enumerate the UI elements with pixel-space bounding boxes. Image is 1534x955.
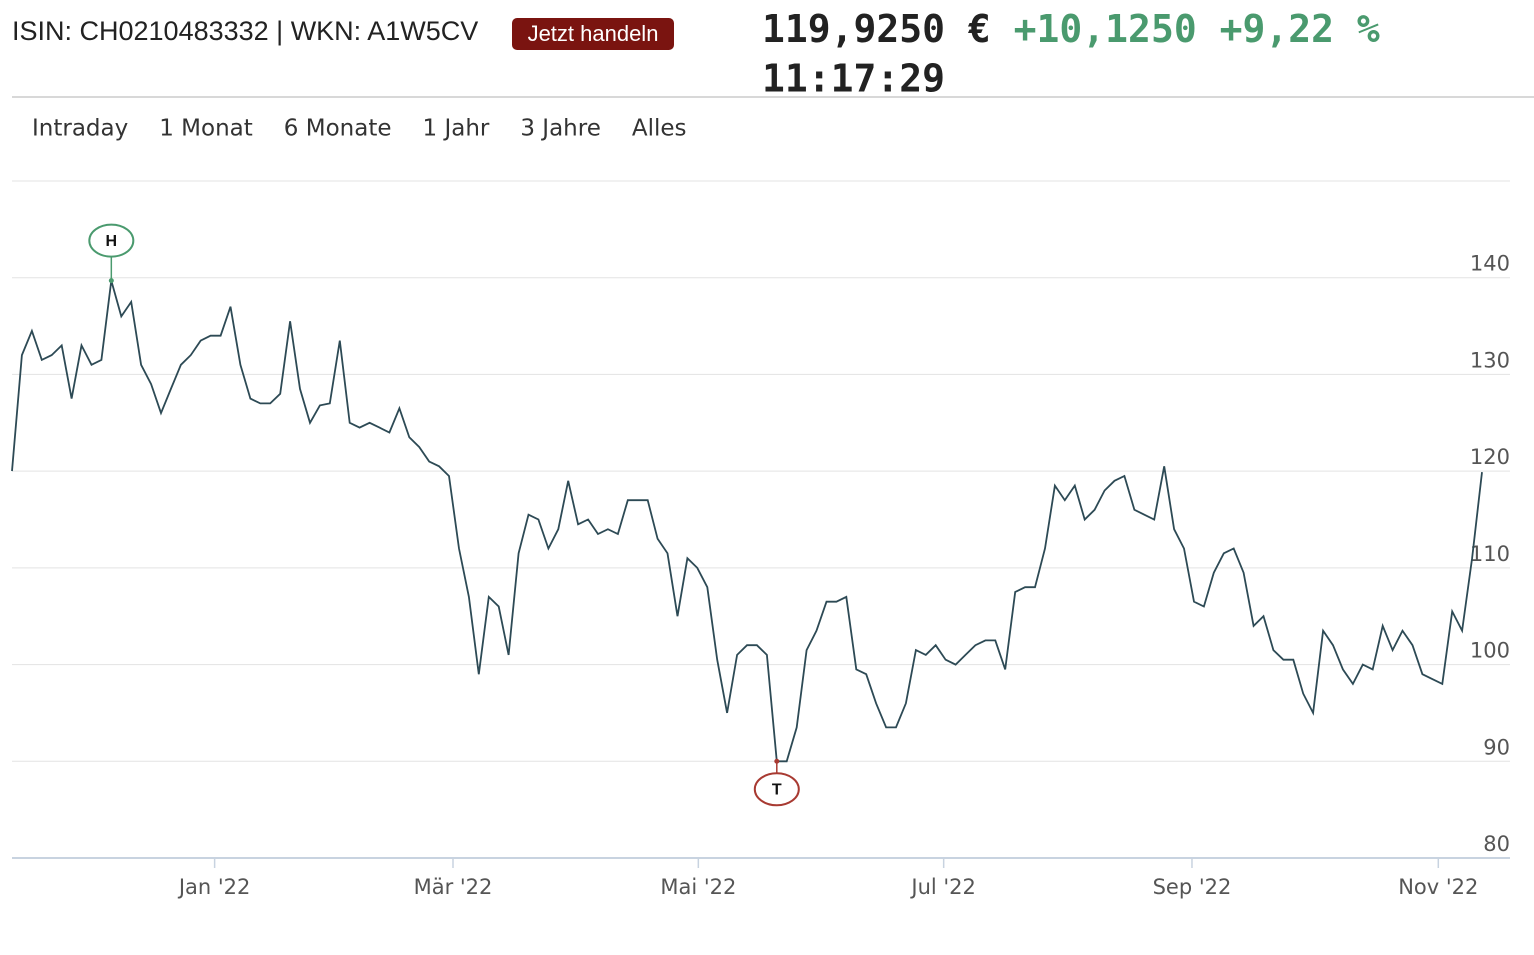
x-tick-label: Nov '22	[1398, 875, 1478, 899]
change-percent: +9,22 %	[1220, 7, 1380, 51]
x-tick-label: Sep '22	[1153, 875, 1232, 899]
marker-dot	[108, 278, 114, 284]
range-button[interactable]: Intraday	[32, 116, 128, 142]
x-tick-label: Jan '22	[177, 875, 251, 899]
range-button[interactable]: Alles	[632, 116, 687, 142]
marker-bubble	[88, 223, 135, 258]
y-tick-label: 140	[1470, 252, 1510, 276]
marker-label: T	[772, 782, 782, 799]
range-button[interactable]: 6 Monate	[284, 116, 392, 142]
time: 11:17:29	[762, 57, 945, 101]
x-tick-label: Mär '22	[414, 875, 493, 899]
x-tick-label: Mai '22	[660, 875, 736, 899]
change: +10,1250	[1014, 7, 1197, 51]
y-tick-label: 100	[1470, 639, 1510, 663]
range-button[interactable]: 1 Monat	[159, 116, 253, 142]
y-tick-label: 90	[1483, 735, 1510, 759]
marker-dot	[774, 758, 780, 764]
marker-label: H	[106, 233, 118, 250]
range-button[interactable]: 3 Jahre	[520, 116, 601, 142]
price: 119,9250 €	[762, 7, 991, 51]
price-line: 119,9250 € +10,1250 +9,22 %	[762, 7, 1380, 51]
trade-button-label[interactable]: Jetzt handeln	[528, 21, 659, 46]
y-tick-label: 80	[1483, 832, 1510, 856]
y-tick-label: 130	[1470, 348, 1510, 372]
marker-bubble	[753, 772, 800, 807]
identifiers: ISIN: CH0210483332 | WKN: A1W5CV	[12, 16, 478, 46]
range-button[interactable]: 1 Jahr	[423, 116, 490, 142]
price-line	[11, 280, 1483, 763]
y-tick-label: 110	[1470, 542, 1510, 566]
y-tick-label: 120	[1470, 445, 1510, 469]
trade-button[interactable]	[512, 18, 674, 50]
x-tick-label: Jul '22	[909, 875, 976, 899]
